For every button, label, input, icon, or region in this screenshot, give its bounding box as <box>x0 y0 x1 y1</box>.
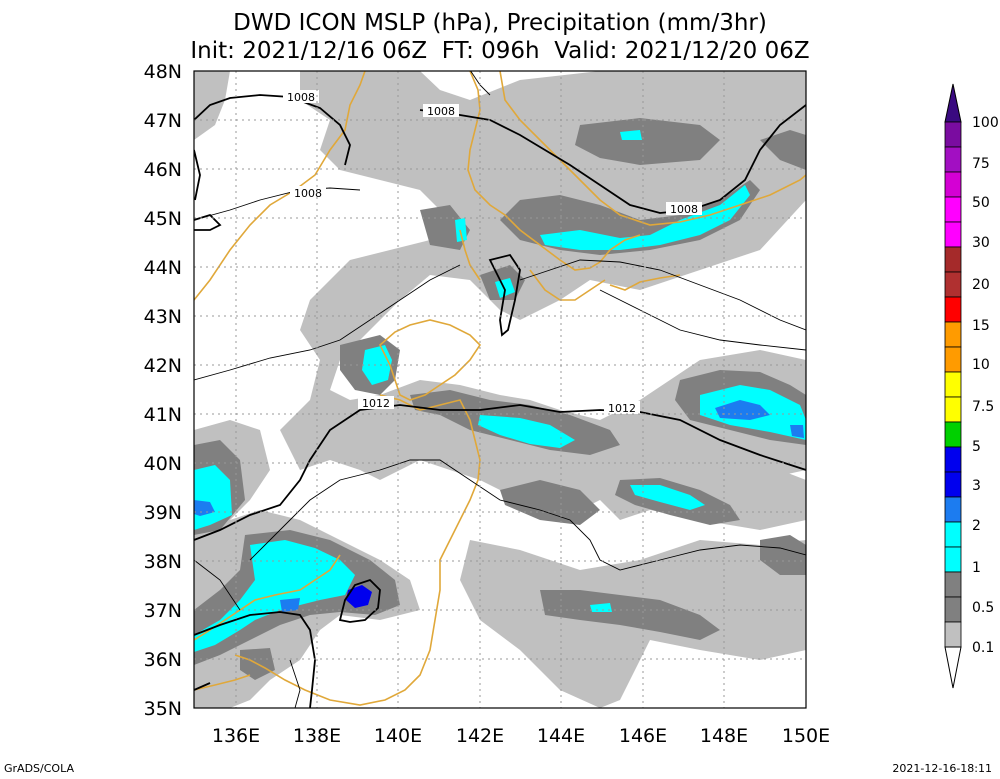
isobar-label-4: 1008 <box>670 203 698 216</box>
colorbar-top-arrow <box>944 83 962 123</box>
lat-label: 48N <box>144 61 182 83</box>
colorbar-swatch <box>944 271 962 298</box>
lat-label: 44N <box>144 257 182 279</box>
colorbar-swatch <box>944 496 962 523</box>
lon-label: 140E <box>374 725 422 747</box>
colorbar-swatch <box>944 621 962 648</box>
colorbar-label: 7.5 <box>972 399 994 415</box>
lat-label: 38N <box>144 551 182 573</box>
colorbar-swatch <box>944 121 962 148</box>
colorbar-swatch <box>944 596 962 623</box>
colorbar-label: 0.5 <box>972 600 994 616</box>
colorbar-label: 75 <box>972 156 990 172</box>
colorbar-swatch <box>944 171 962 198</box>
colorbar-label: 2 <box>972 518 981 534</box>
colorbar-swatch <box>944 246 962 273</box>
colorbar-label: 15 <box>972 318 990 334</box>
lat-label: 46N <box>144 159 182 181</box>
lat-label: 39N <box>144 502 182 524</box>
colorbar-swatch <box>944 396 962 423</box>
colorbar-swatch <box>944 321 962 348</box>
lat-label: 35N <box>144 698 182 720</box>
map-title-line2: Init: 2021/12/16 06Z FT: 096h Valid: 202… <box>190 38 810 64</box>
lon-label: 146E <box>619 725 667 747</box>
colorbar-swatch <box>944 221 962 248</box>
lon-label: 142E <box>456 725 504 747</box>
colorbar-swatch <box>944 146 962 173</box>
lon-label: 144E <box>537 725 585 747</box>
colorbar-label: 100 <box>972 115 999 131</box>
colorbar-swatch <box>944 546 962 573</box>
lon-label: 138E <box>293 725 341 747</box>
precipitation-layer: 1008 1008 1008 1008 1012 1012 <box>194 71 806 708</box>
colorbar-swatch <box>944 571 962 598</box>
lon-label: 150E <box>782 725 830 747</box>
colorbar-label: 3 <box>972 478 981 494</box>
lon-label: 136E <box>212 725 260 747</box>
colorbar-swatch <box>944 196 962 223</box>
colorbar-swatch <box>944 346 962 373</box>
colorbar-label: 10 <box>972 357 990 373</box>
colorbar-label: 20 <box>972 277 990 293</box>
colorbar: 100 75 50 30 20 15 10 7.5 5 3 2 1 0.5 0.… <box>944 83 999 689</box>
colorbar-swatch <box>944 471 962 498</box>
footer-software-credit: GrADS/COLA <box>4 762 74 775</box>
latitude-axis: 48N 47N 46N 45N 44N 43N 42N 41N 40N 39N … <box>144 61 182 720</box>
lat-label: 42N <box>144 355 182 377</box>
lat-label: 41N <box>144 404 182 426</box>
colorbar-label: 1 <box>972 560 981 576</box>
isobar-label-6: 1012 <box>608 402 636 415</box>
colorbar-swatch <box>944 296 962 323</box>
colorbar-bottom-arrow <box>944 646 962 689</box>
lat-label: 36N <box>144 649 182 671</box>
lat-label: 40N <box>144 453 182 475</box>
coastline <box>194 71 806 706</box>
colorbar-swatch <box>944 371 962 398</box>
colorbar-label: 5 <box>972 439 981 455</box>
lat-label: 43N <box>144 306 182 328</box>
colorbar-swatch <box>944 521 962 548</box>
lon-label: 148E <box>700 725 748 747</box>
isobar-label-2: 1008 <box>427 105 455 118</box>
lat-label: 45N <box>144 208 182 230</box>
colorbar-swatch <box>944 421 962 448</box>
grid-lines <box>194 71 806 708</box>
lat-label: 47N <box>144 110 182 132</box>
isobar-label-1: 1008 <box>287 91 315 104</box>
map-title-line1: DWD ICON MSLP (hPa), Precipitation (mm/3… <box>233 10 767 36</box>
isobar-label-5: 1012 <box>362 397 390 410</box>
footer-timestamp: 2021-12-16-18:11 <box>892 762 992 775</box>
colorbar-label: 0.1 <box>972 640 994 656</box>
colorbar-swatch <box>944 446 962 473</box>
colorbar-label: 30 <box>972 235 990 251</box>
isobar-label-3: 1008 <box>294 187 322 200</box>
map-panel: 1008 1008 1008 1008 1012 1012 <box>193 70 807 709</box>
map-frame <box>193 70 807 709</box>
longitude-axis: 136E 138E 140E 142E 144E 146E 148E 150E <box>212 725 830 747</box>
lat-label: 37N <box>144 600 182 622</box>
colorbar-label: 50 <box>972 195 990 211</box>
